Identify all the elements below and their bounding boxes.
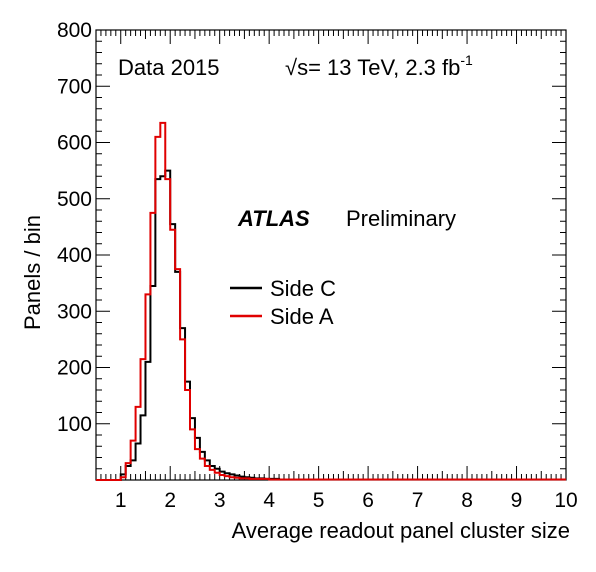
y-tick-label: 100: [57, 413, 92, 436]
legend-label: Side A: [270, 304, 334, 329]
x-axis-title: Average readout panel cluster size: [232, 518, 570, 543]
x-tick-label: 2: [164, 489, 176, 512]
energy-label-sup: -1: [460, 52, 473, 68]
x-tick-label: 9: [511, 489, 523, 512]
x-tick-label: 5: [313, 489, 325, 512]
atlas-preliminary: Preliminary: [346, 206, 456, 231]
y-tick-label: 600: [57, 132, 92, 155]
x-tick-label: 10: [554, 489, 577, 512]
y-tick-label: 300: [57, 300, 92, 323]
x-tick-label: 4: [263, 489, 275, 512]
x-tick-label: 3: [214, 489, 226, 512]
y-tick-label: 700: [57, 75, 92, 98]
plot-frame: [95, 29, 567, 481]
energy-label: √s= 13 TeV, 2.3 fb-1: [285, 52, 473, 80]
y-tick-label: 500: [57, 188, 92, 211]
atlas-label: ATLAS: [237, 206, 310, 231]
x-tick-label: 8: [461, 489, 473, 512]
y-tick-label: 400: [57, 244, 92, 267]
y-tick-label: 200: [57, 357, 92, 380]
x-tick-label: 1: [115, 489, 127, 512]
y-axis-title: Panels / bin: [20, 215, 45, 330]
x-tick-label: 7: [412, 489, 424, 512]
legend-label: Side C: [270, 276, 336, 301]
plot-marks: 1 2 3 4 5 6 7 8 9 10 100 200 300 400 500 600 700 800: [57, 19, 578, 512]
series-line-side-a: [96, 121, 566, 481]
legend: Side C Side A: [230, 276, 336, 329]
energy-label-main: √s= 13 TeV, 2.3 fb: [285, 55, 460, 80]
y-tick-label: 800: [57, 19, 92, 42]
x-tick-label: 6: [362, 489, 374, 512]
data-label: Data 2015: [118, 55, 220, 80]
